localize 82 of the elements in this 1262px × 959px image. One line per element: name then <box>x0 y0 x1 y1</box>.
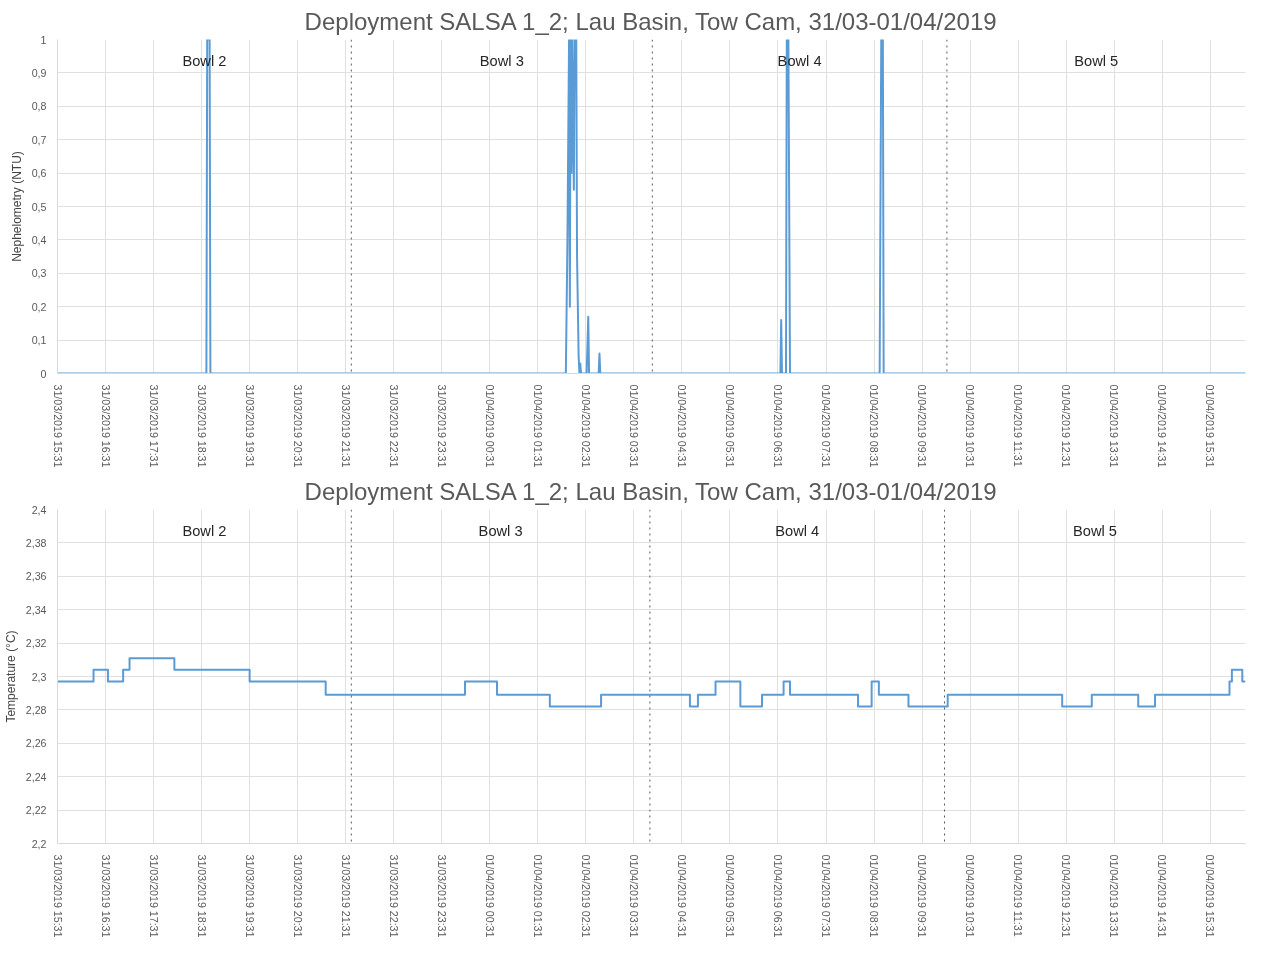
x-tick-label: 01/04/2019 06:31 <box>771 384 784 468</box>
x-tick-label: 01/04/2019 05:31 <box>723 384 736 468</box>
y-tick-label: 2,38 <box>25 536 47 549</box>
x-tick-label: 31/03/2019 20:31 <box>291 854 304 938</box>
x-tick-label: 31/03/2019 20:31 <box>291 384 304 468</box>
x-tick-label: 31/03/2019 19:31 <box>243 854 256 938</box>
x-tick-label: 01/04/2019 14:31 <box>1156 384 1169 468</box>
y-tick-label: 0,8 <box>31 100 47 113</box>
x-tick-label: 31/03/2019 23:31 <box>435 854 448 938</box>
y-tick-label: 0,3 <box>31 267 47 280</box>
x-tick-label: 01/04/2019 14:31 <box>1156 854 1169 938</box>
y-tick-label: 2,4 <box>31 503 47 516</box>
chart-title: Deployment SALSA 1_2; Lau Basin, Tow Cam, 31/03-01/04/2019 <box>304 7 997 35</box>
annotation: Bowl 5 <box>1074 53 1119 70</box>
x-tick-label: 01/04/2019 01:31 <box>531 384 544 468</box>
x-tick-label: 01/04/2019 12:31 <box>1060 854 1073 938</box>
y-tick-label: 2,32 <box>25 637 47 650</box>
x-tick-label: 01/04/2019 04:31 <box>675 854 688 938</box>
x-tick-label: 01/04/2019 15:31 <box>1204 854 1217 938</box>
x-tick-label: 01/04/2019 04:31 <box>675 384 688 468</box>
y-tick-label: 2,26 <box>25 737 47 750</box>
x-tick-label: 01/04/2019 06:31 <box>771 854 784 938</box>
y-tick-label: 2,34 <box>25 603 47 616</box>
x-tick-label: 01/04/2019 09:31 <box>916 384 929 468</box>
x-tick-label: 31/03/2019 22:31 <box>387 384 400 468</box>
annotation: Bowl 5 <box>1073 523 1117 540</box>
x-tick-label: 01/04/2019 13:31 <box>1108 854 1121 938</box>
x-tick-label: 01/04/2019 11:31 <box>1012 854 1025 937</box>
y-tick-label: 0,2 <box>31 300 47 313</box>
x-tick-label: 31/03/2019 21:31 <box>339 384 352 468</box>
x-tick-label: 31/03/2019 17:31 <box>147 384 160 468</box>
y-tick-label: 2,36 <box>25 570 47 583</box>
x-tick-label: 01/04/2019 13:31 <box>1108 384 1121 468</box>
x-tick-label: 01/04/2019 00:31 <box>483 384 496 468</box>
annotation: Bowl 3 <box>479 53 524 70</box>
x-tick-label: 01/04/2019 12:31 <box>1060 384 1073 468</box>
x-tick-label: 01/04/2019 01:31 <box>531 854 544 938</box>
x-tick-label: 01/04/2019 08:31 <box>868 854 881 938</box>
x-tick-label: 31/03/2019 22:31 <box>387 854 400 938</box>
y-tick-label: 0,7 <box>31 133 47 146</box>
x-tick-label: 31/03/2019 15:31 <box>51 384 64 468</box>
annotation: Bowl 3 <box>478 523 523 540</box>
y-axis-title: Nephelometry (NTU) <box>9 151 24 262</box>
x-tick-label: 31/03/2019 19:31 <box>243 384 256 468</box>
x-tick-label: 01/04/2019 07:31 <box>820 384 833 468</box>
annotation: Bowl 4 <box>775 523 820 540</box>
x-tick-label: 01/04/2019 15:31 <box>1204 384 1217 468</box>
y-axis-title: Temperature (°C) <box>3 630 18 723</box>
x-tick-label: 01/04/2019 07:31 <box>820 854 833 938</box>
y-tick-label: 0 <box>40 367 47 380</box>
annotation: Bowl 2 <box>182 523 227 540</box>
y-tick-label: 0,5 <box>31 200 47 213</box>
y-tick-label: 0,4 <box>31 233 47 246</box>
y-tick-label: 0,1 <box>31 334 47 347</box>
x-tick-label: 01/04/2019 08:31 <box>868 384 881 468</box>
x-tick-label: 01/04/2019 02:31 <box>579 384 592 468</box>
y-tick-label: 2,3 <box>31 670 47 683</box>
y-tick-label: 2,2 <box>31 837 47 850</box>
y-tick-label: 2,24 <box>25 770 47 783</box>
y-tick-label: 2,28 <box>25 703 47 716</box>
y-tick-label: 1 <box>40 33 47 46</box>
x-tick-label: 01/04/2019 02:31 <box>579 854 592 938</box>
x-tick-label: 01/04/2019 10:31 <box>964 854 977 938</box>
x-tick-label: 31/03/2019 15:31 <box>51 854 64 938</box>
x-tick-label: 31/03/2019 21:31 <box>339 854 352 938</box>
x-tick-label: 01/04/2019 10:31 <box>964 384 977 468</box>
y-tick-label: 0,9 <box>31 66 47 79</box>
x-tick-label: 01/04/2019 05:31 <box>723 854 736 938</box>
x-tick-label: 31/03/2019 18:31 <box>195 384 208 468</box>
x-tick-label: 01/04/2019 11:31 <box>1012 384 1025 467</box>
y-tick-label: 0,6 <box>31 167 47 180</box>
x-tick-label: 31/03/2019 16:31 <box>99 854 112 938</box>
y-tick-label: 2,22 <box>25 804 47 817</box>
x-tick-label: 31/03/2019 23:31 <box>435 384 448 468</box>
x-tick-label: 31/03/2019 17:31 <box>147 854 160 938</box>
x-tick-label: 31/03/2019 18:31 <box>195 854 208 938</box>
x-tick-label: 01/04/2019 03:31 <box>627 854 640 938</box>
x-tick-label: 01/04/2019 03:31 <box>627 384 640 468</box>
x-tick-label: 01/04/2019 09:31 <box>916 854 929 938</box>
x-tick-label: 31/03/2019 16:31 <box>99 384 112 468</box>
chart-title: Deployment SALSA 1_2; Lau Basin, Tow Cam, 31/03-01/04/2019 <box>304 477 997 505</box>
x-tick-label: 01/04/2019 00:31 <box>483 854 496 938</box>
